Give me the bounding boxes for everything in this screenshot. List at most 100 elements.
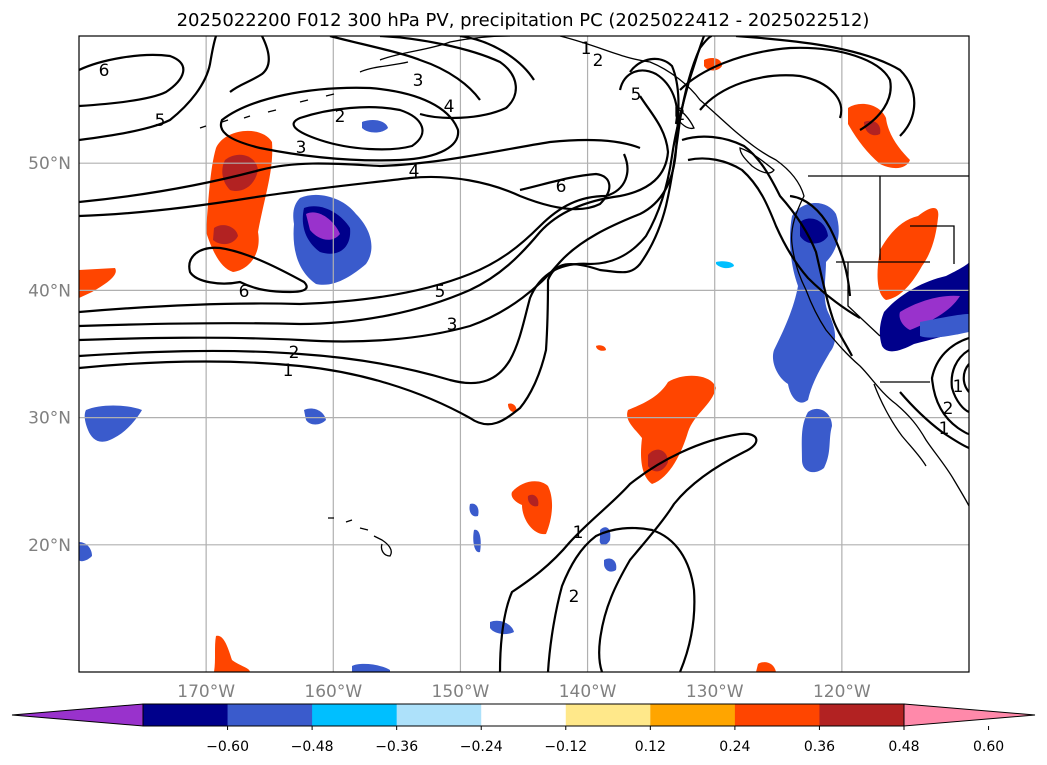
colorbar-swatch (396, 704, 482, 726)
contour-label: 4 (409, 162, 420, 182)
contour-label: 3 (447, 315, 458, 335)
precip-negative-area (304, 408, 326, 425)
lat-tick-label: 40°N (28, 281, 71, 301)
precip-negative-area (84, 405, 142, 442)
colorbar-tick-label: 0.24 (719, 739, 750, 755)
lat-tick-label: 50°N (28, 154, 71, 174)
pv-contour (899, 391, 969, 450)
precip-positive-core (222, 154, 258, 192)
coastline (359, 61, 409, 73)
lon-tick-label: 150°W (432, 682, 490, 702)
precip-negative-area (716, 261, 734, 269)
colorbar-swatch (481, 704, 567, 726)
pv-contour (379, 36, 517, 120)
precip-negative-area (801, 408, 832, 473)
contour-label: 2 (569, 587, 580, 607)
contour-label: 5 (435, 282, 446, 302)
colorbar-tick-label: 0.36 (804, 739, 835, 755)
colorbar-tick-label: −0.60 (206, 739, 249, 755)
colorbar-tick-label: 0.12 (635, 739, 666, 755)
pv-contour (962, 363, 969, 393)
precip-positive-area (596, 345, 606, 351)
pv-contour (292, 106, 424, 151)
pv-contour (79, 36, 218, 142)
contour-label: 1 (953, 377, 964, 397)
contour-label: 6 (99, 61, 110, 81)
contour-label: 1 (573, 523, 584, 543)
contour-label: 2 (593, 51, 604, 71)
colorbar-swatch (734, 704, 820, 726)
precip-positive-area (508, 403, 517, 413)
precip-negative-area (79, 542, 92, 562)
pv-contour (459, 36, 535, 81)
precip-negative-extreme (306, 212, 340, 240)
contour-labels: 6 5 2 3 4 4 6 6 5 3 2 1 1 2 5 1 2 3 2 1 (99, 39, 964, 607)
precip-positive-area (511, 481, 553, 535)
precip-negative-core (800, 218, 828, 244)
precip-negative-area (469, 503, 479, 517)
lon-tick-label: 120°W (813, 682, 871, 702)
pv-contour (79, 172, 611, 218)
precip-negative-area (604, 558, 617, 572)
pv-contour (229, 36, 270, 93)
pv-contours (79, 36, 969, 672)
precip-positive-core (213, 225, 238, 245)
precip-negative-extreme (899, 295, 960, 330)
axis-tick-labels: 170°W 160°W 150°W 140°W 130°W 120°W 20°N 30°N 40… (28, 154, 871, 702)
contour-label: 4 (444, 97, 455, 117)
contour-label: 1 (283, 361, 294, 381)
coastline (873, 383, 927, 467)
contour-label: 2 (289, 343, 300, 363)
pv-contour (79, 53, 185, 108)
colorbar-extend-low (11, 703, 144, 727)
contour-label: 2 (943, 399, 954, 419)
colorbar-swatch (565, 704, 651, 726)
contour-label: 1 (939, 419, 950, 439)
precipitation-shading (79, 58, 969, 672)
contour-label: 6 (556, 177, 567, 197)
precip-positive-area (214, 635, 250, 672)
contour-label: 2 (675, 105, 686, 125)
colorbar-tick-label: −0.48 (291, 739, 334, 755)
precip-negative-area (362, 120, 388, 133)
colorbar-tick-label: 0.48 (888, 739, 919, 755)
pv-contour (618, 69, 679, 125)
pv-contour (498, 432, 758, 672)
precip-positive-area (704, 58, 722, 71)
pv-contour (681, 135, 853, 357)
map-frame (78, 35, 970, 673)
precip-positive-area (756, 662, 776, 672)
lat-tick-label: 20°N (28, 536, 71, 556)
lon-tick-label: 160°W (304, 682, 362, 702)
pv-contour (188, 246, 308, 294)
contour-label: 6 (239, 282, 250, 302)
precip-negative-area (473, 529, 481, 553)
lon-tick-label: 170°W (177, 682, 235, 702)
graticule (79, 36, 969, 672)
colorbar-swatch (650, 704, 736, 726)
pv-contour (79, 95, 670, 328)
colorbar-swatch (819, 704, 905, 726)
coastline (739, 147, 775, 174)
hawaii-island (328, 517, 392, 557)
precip-positive-area (877, 207, 939, 300)
pv-contour (930, 336, 969, 436)
pv-contour (789, 194, 852, 297)
lon-tick-label: 130°W (686, 682, 744, 702)
contour-label: 3 (413, 71, 424, 91)
precip-negative-area (920, 314, 969, 338)
pv-contour (687, 157, 861, 319)
contour-label: 2 (335, 107, 346, 127)
contour-label: 1 (581, 39, 592, 59)
precip-positive-core (648, 449, 668, 472)
contour-label: 5 (631, 85, 642, 105)
border (879, 176, 955, 264)
coastline (199, 93, 335, 129)
colorbar-tick-label: −0.24 (460, 739, 503, 755)
pv-contour (79, 36, 706, 385)
pv-contour (79, 138, 641, 204)
figure-title: 2025022200 F012 300 hPa PV, precipitatio… (177, 10, 870, 31)
pv-contour (950, 349, 969, 414)
precip-negative-area (352, 663, 390, 672)
